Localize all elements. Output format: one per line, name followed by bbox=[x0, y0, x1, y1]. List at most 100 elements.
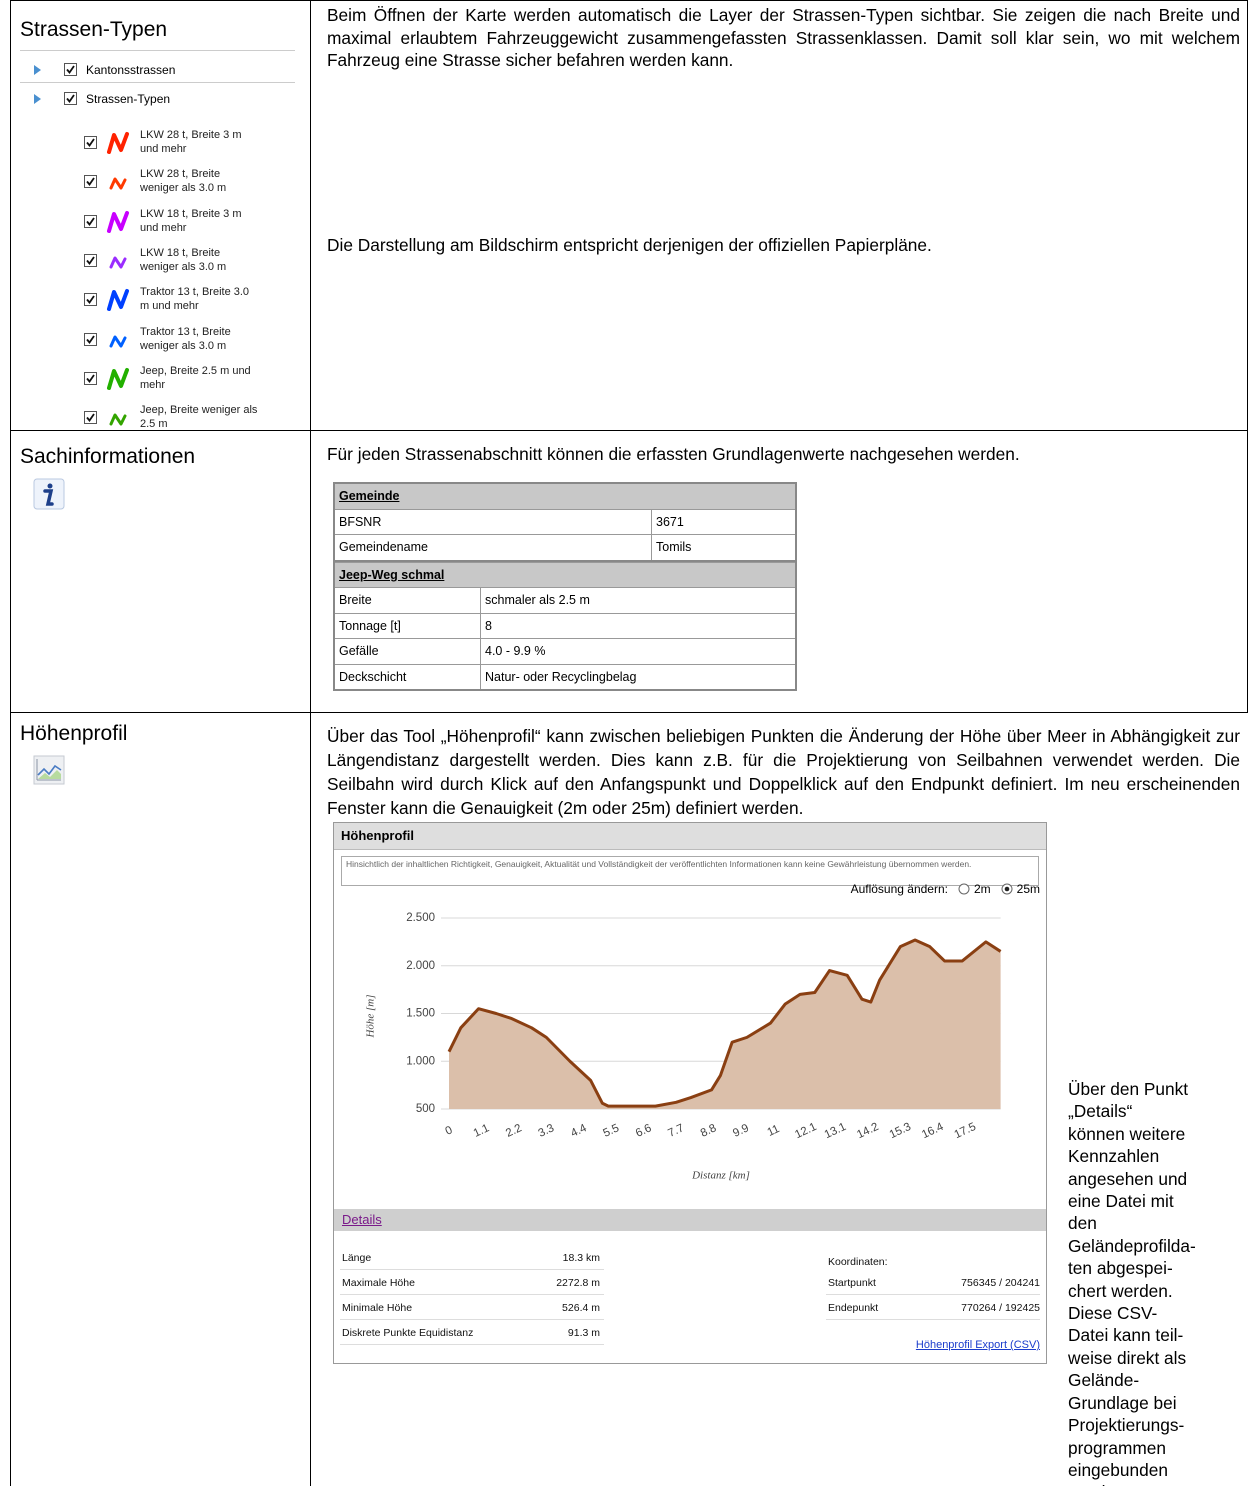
details-link[interactable]: Details bbox=[342, 1212, 382, 1227]
info-row: Deckschicht Natur- oder Recyclingbelag bbox=[333, 663, 797, 691]
radio-button bbox=[1001, 883, 1013, 895]
checkbox-check bbox=[86, 295, 95, 305]
window-header bbox=[334, 823, 1046, 850]
layer-group: Kantonsstrassen bbox=[86, 63, 176, 77]
x-tick-label: 0 bbox=[444, 1124, 455, 1138]
checkbox-check bbox=[66, 65, 75, 74]
detail-value: 18.3 km bbox=[562, 1252, 600, 1264]
info-value: 8 bbox=[480, 612, 797, 639]
info-value: Tomils bbox=[651, 534, 797, 561]
disclaimer: Hinsichtlich der inhaltlichen Richtigkei… bbox=[341, 856, 1039, 886]
road-icon bbox=[109, 335, 127, 347]
coord-title: Koordinaten: bbox=[828, 1252, 888, 1270]
detail-label: Endepunkt bbox=[828, 1302, 879, 1314]
export-link[interactable]: Höhenprofil Export (CSV) bbox=[915, 1339, 1040, 1351]
road-icon-line bbox=[109, 335, 127, 347]
road-icon bbox=[107, 289, 129, 312]
checkbox-check bbox=[86, 138, 95, 147]
border bbox=[310, 0, 311, 1486]
layer-item: Traktor 13 t, Breite weniger als 3.0 m bbox=[140, 325, 231, 352]
paragraph: Für jeden Strassenabschnitt können die e… bbox=[327, 444, 1020, 464]
row-title: Sachinformationen bbox=[20, 445, 196, 468]
checkbox-check bbox=[86, 217, 95, 226]
info-value: 3671 bbox=[651, 508, 797, 535]
road-icon-line bbox=[109, 413, 127, 426]
border bbox=[10, 0, 1248, 1]
border bbox=[1247, 0, 1248, 712]
separator bbox=[20, 82, 295, 83]
road-icon bbox=[107, 210, 129, 233]
detail-label: Maximale Höhe bbox=[342, 1277, 415, 1289]
info-header-row: Jeep-Weg schmal bbox=[333, 561, 797, 588]
layer-item: Traktor 13 t, Breite 3.0 m und mehr bbox=[140, 286, 250, 313]
checkbox bbox=[84, 371, 97, 385]
detail-rule bbox=[340, 1269, 604, 1270]
detail-value: 91.3 m bbox=[567, 1327, 600, 1339]
arrow-shape bbox=[34, 65, 41, 75]
info-key: Deckschicht bbox=[333, 663, 481, 691]
detail-label: Länge bbox=[342, 1252, 372, 1264]
coord-title-text: Koordinaten: bbox=[828, 1256, 888, 1268]
checkbox bbox=[84, 175, 97, 189]
checkbox-check bbox=[86, 413, 95, 423]
detail-rule bbox=[826, 1319, 1040, 1320]
detail-rule bbox=[826, 1294, 1040, 1295]
border bbox=[10, 430, 1248, 431]
window-title: Höhenprofil bbox=[341, 828, 414, 843]
road-icon-line bbox=[107, 289, 129, 312]
road-icon-line bbox=[107, 367, 129, 390]
radio-label: 25m bbox=[1016, 882, 1040, 896]
radio-ring bbox=[958, 883, 970, 895]
road-icon bbox=[109, 256, 127, 269]
x-axis-label: Distanz [km] bbox=[691, 1170, 750, 1182]
y-axis-label: Höhe [m] bbox=[365, 994, 377, 1038]
info-row: BFSNR 3671 bbox=[333, 508, 797, 535]
border bbox=[10, 712, 1248, 713]
info-value: schmaler als 2.5 m bbox=[480, 587, 797, 614]
row-title: Höhenprofil bbox=[20, 722, 128, 745]
info-icon bbox=[33, 478, 65, 510]
details: Länge 18.3 km Maximale Höhe 2272.8 m Minimal… bbox=[334, 823, 1046, 1363]
layer-tree: Kantonsstrassen Strassen-Typen LKW 28 t, B… bbox=[0, 0, 310, 430]
info-value: 4.0 - 9.9 % bbox=[480, 638, 797, 665]
checkbox bbox=[84, 214, 97, 228]
info-key: Breite bbox=[333, 587, 481, 614]
profile-window: Höhenprofil Hinsichtlich der inhaltliche… bbox=[333, 822, 1047, 1364]
profile-line bbox=[447, 938, 1002, 1108]
y-tick-label: 1.000 bbox=[406, 1055, 435, 1067]
layer-group: Strassen-Typen bbox=[86, 92, 171, 106]
info-key: BFSNR bbox=[333, 508, 652, 535]
layer-item: LKW 18 t, Breite weniger als 3.0 m bbox=[140, 246, 227, 273]
side-text: Über den Punkt „Details“ können weitere … bbox=[1068, 1079, 1196, 1486]
checkbox bbox=[84, 136, 97, 149]
layer-item: LKW 28 t, Breite weniger als 3.0 m bbox=[140, 168, 227, 195]
info-header-row: Gemeinde bbox=[333, 482, 797, 510]
checkbox-check bbox=[86, 374, 95, 383]
radio-dot bbox=[1004, 886, 1009, 892]
checkbox bbox=[84, 293, 97, 307]
border bbox=[10, 0, 11, 1486]
road-icon-line bbox=[109, 256, 127, 269]
road-icon-line bbox=[109, 177, 127, 190]
row-title: Strassen-Typen bbox=[20, 18, 168, 41]
arrow-shape bbox=[34, 94, 41, 104]
road-icon bbox=[109, 177, 127, 190]
profile-icon bbox=[33, 755, 65, 785]
checkbox-check bbox=[66, 94, 75, 103]
layer-item: LKW 28 t, Breite 3 m und mehr bbox=[140, 129, 242, 155]
paragraph: Über das Tool „Höhenprofil“ kann zwische… bbox=[327, 726, 1240, 818]
resolution-label: Auflösung ändern: bbox=[850, 882, 948, 896]
expand-arrow bbox=[34, 94, 41, 104]
info-key: Gemeindename bbox=[333, 534, 652, 561]
detail-label: Diskrete Punkte Equidistanz bbox=[342, 1327, 474, 1339]
info-key: Gefälle bbox=[333, 638, 481, 665]
road-icon-line bbox=[107, 132, 129, 154]
detail-rule bbox=[340, 1294, 604, 1295]
road-icon bbox=[107, 132, 129, 154]
info-key: Tonnage [t] bbox=[333, 612, 481, 639]
info-row: Tonnage [t] 8 bbox=[333, 612, 797, 639]
checkbox bbox=[84, 332, 97, 346]
detail-label: Minimale Höhe bbox=[342, 1302, 413, 1314]
